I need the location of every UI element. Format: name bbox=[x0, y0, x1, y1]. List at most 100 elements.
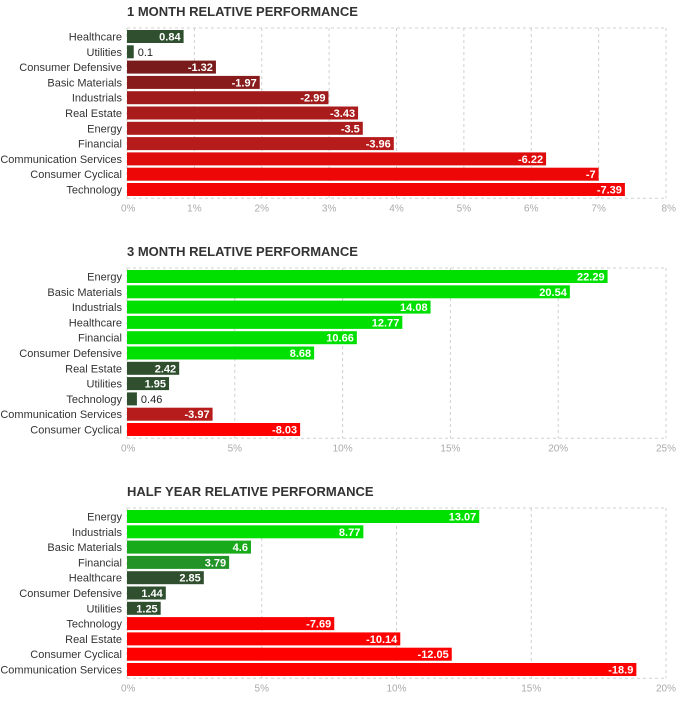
value-label: 4.6 bbox=[233, 542, 248, 554]
category-label: Basic Materials bbox=[47, 77, 122, 89]
bar bbox=[127, 407, 213, 421]
value-label: 1.25 bbox=[136, 603, 157, 615]
x-tick-label: 3% bbox=[322, 203, 337, 214]
value-label: 22.29 bbox=[577, 272, 605, 284]
value-label: 20.54 bbox=[539, 287, 567, 299]
bar bbox=[127, 106, 359, 120]
bar bbox=[127, 540, 251, 554]
category-label: Utilities bbox=[87, 603, 123, 615]
value-label: -3.97 bbox=[185, 409, 210, 421]
value-label: -8.03 bbox=[272, 425, 297, 437]
value-label: 12.77 bbox=[372, 317, 400, 329]
category-label: Consumer Cyclical bbox=[30, 649, 122, 661]
category-label: Real Estate bbox=[65, 634, 122, 646]
bar bbox=[127, 361, 180, 375]
x-tick-label: 5% bbox=[255, 683, 270, 694]
value-label: 0.1 bbox=[138, 47, 153, 59]
x-tick-label: 8% bbox=[662, 203, 677, 214]
x-tick-label: 10% bbox=[333, 443, 353, 454]
value-label: 0.84 bbox=[159, 32, 181, 44]
value-label: -10.14 bbox=[366, 634, 398, 646]
bar bbox=[127, 300, 431, 314]
value-label: -2.99 bbox=[300, 93, 325, 105]
category-label: Energy bbox=[87, 272, 122, 284]
value-label: -7 bbox=[586, 169, 596, 181]
bar bbox=[127, 183, 625, 196]
category-label: Technology bbox=[66, 394, 122, 406]
value-label: 0.46 bbox=[141, 394, 162, 406]
category-label: Communication Services bbox=[0, 154, 122, 166]
x-tick-label: 20% bbox=[548, 443, 568, 454]
bar bbox=[127, 525, 364, 539]
bar bbox=[127, 137, 394, 151]
value-label: -1.97 bbox=[232, 77, 257, 89]
category-label: Industrials bbox=[72, 93, 123, 105]
category-label: Real Estate bbox=[65, 363, 122, 375]
value-label: -6.22 bbox=[518, 154, 543, 166]
category-label: Consumer Defensive bbox=[19, 588, 122, 600]
category-label: Financial bbox=[78, 557, 122, 569]
bar bbox=[127, 617, 335, 631]
bar bbox=[127, 601, 161, 615]
category-label: Technology bbox=[66, 185, 122, 197]
category-label: Communication Services bbox=[0, 665, 122, 677]
category-label: Consumer Cyclical bbox=[30, 169, 122, 181]
bar bbox=[127, 586, 166, 600]
value-label: -7.69 bbox=[306, 619, 331, 631]
value-label: 3.79 bbox=[205, 557, 226, 569]
value-label: -3.43 bbox=[330, 108, 355, 120]
category-label: Healthcare bbox=[69, 573, 122, 585]
category-label: Real Estate bbox=[65, 108, 122, 120]
x-tick-label: 5% bbox=[228, 443, 243, 454]
value-label: 8.77 bbox=[339, 527, 360, 539]
x-tick-label: 0% bbox=[121, 443, 136, 454]
x-tick-label: 10% bbox=[386, 683, 406, 694]
value-label: -1.32 bbox=[188, 62, 213, 74]
chart-panel-2: 3 MONTH RELATIVE PERFORMANCE 0% 5% 10% 15% 20… bbox=[0, 244, 676, 454]
category-label: Energy bbox=[87, 123, 122, 135]
bar bbox=[127, 315, 403, 329]
x-tick-label: 7% bbox=[591, 203, 606, 214]
bar bbox=[127, 285, 570, 299]
value-label: -18.9 bbox=[608, 665, 633, 677]
x-tick-label: 5% bbox=[457, 203, 472, 214]
category-label: Technology bbox=[66, 619, 122, 631]
bar bbox=[127, 30, 184, 43]
value-label: -3.5 bbox=[341, 123, 360, 135]
bar bbox=[127, 91, 329, 105]
bar bbox=[127, 167, 599, 181]
bar bbox=[127, 346, 315, 360]
value-label: 10.66 bbox=[326, 333, 354, 345]
x-tick-label: 1% bbox=[187, 203, 202, 214]
category-label: Healthcare bbox=[69, 32, 122, 44]
category-label: Industrials bbox=[72, 302, 123, 314]
category-label: Financial bbox=[78, 139, 122, 151]
value-label: 13.07 bbox=[449, 512, 477, 524]
bar bbox=[127, 60, 216, 74]
x-tick-label: 15% bbox=[521, 683, 541, 694]
value-label: 2.85 bbox=[179, 573, 200, 585]
bar bbox=[127, 510, 480, 523]
category-label: Consumer Defensive bbox=[19, 62, 122, 74]
value-label: 14.08 bbox=[400, 302, 428, 314]
bar bbox=[127, 377, 170, 391]
category-label: Utilities bbox=[87, 47, 123, 59]
bar bbox=[127, 632, 401, 646]
value-label: -7.39 bbox=[597, 185, 622, 197]
category-label: Financial bbox=[78, 333, 122, 345]
chart-title: HALF YEAR RELATIVE PERFORMANCE bbox=[127, 484, 374, 499]
value-label: 1.95 bbox=[145, 379, 166, 391]
bar bbox=[127, 663, 637, 676]
value-label: 1.44 bbox=[141, 588, 163, 600]
bar bbox=[127, 647, 452, 661]
bar bbox=[127, 121, 363, 135]
chart-title: 3 MONTH RELATIVE PERFORMANCE bbox=[127, 244, 358, 259]
bar bbox=[127, 152, 547, 166]
x-tick-label: 0% bbox=[121, 203, 136, 214]
x-tick-label: 2% bbox=[255, 203, 270, 214]
x-tick-label: 15% bbox=[440, 443, 460, 454]
bar bbox=[127, 331, 357, 345]
x-tick-label: 4% bbox=[389, 203, 404, 214]
